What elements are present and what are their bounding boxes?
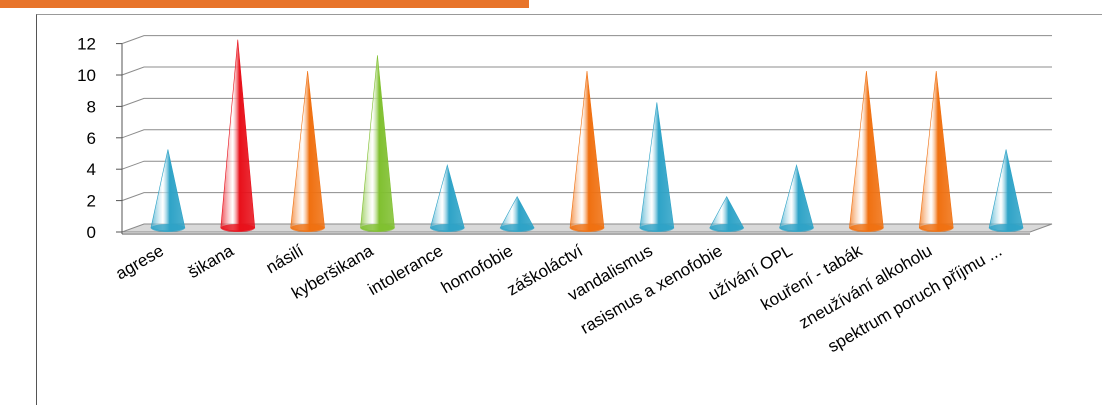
gridline [121,35,1052,45]
cone-base [639,224,674,232]
cone-body [290,70,325,232]
cone-base [570,224,604,232]
top-accent-bar [0,0,1102,8]
cone-base [220,224,255,232]
cone-body [639,102,675,232]
cone-2 [220,39,256,232]
cone-body [569,70,605,232]
gridline [121,66,1052,76]
cone-base [290,224,325,232]
cone-7 [569,70,605,232]
x-tick-label: šikana [185,241,238,282]
gridline [121,160,1052,170]
x-tick-label: homofobie [438,241,516,297]
cone-base [150,224,185,232]
cone-10 [779,164,814,232]
cone-body [220,39,256,232]
cone-body [360,55,395,232]
cone-3 [290,70,325,232]
cone-base [500,224,535,232]
cone-body [150,149,186,232]
x-tick-label: násilí [263,241,307,277]
gridline [121,192,1052,202]
cone-11 [849,70,884,232]
y-tick-label: 2 [87,192,96,211]
cone-body [988,149,1024,232]
cone-13 [988,149,1024,232]
chart-frame [36,14,1102,405]
gridline [121,97,1052,107]
cone-1 [150,149,186,232]
cone-base [709,224,744,232]
cone-body [779,164,814,232]
cone-9 [709,195,745,232]
cone-base [779,224,814,232]
gridline [121,129,1052,139]
y-tick-label: 8 [87,97,96,116]
x-tick-label: agrese [112,241,167,283]
cone-12 [918,70,954,232]
x-tick-label: intolerance [365,241,447,299]
cone-body [918,70,954,232]
cone-base [989,224,1024,232]
cone-6 [499,195,535,232]
cone-4 [360,55,395,232]
cone-base [430,224,465,232]
y-tick-label: 10 [77,66,96,85]
cone-base [849,224,884,232]
y-tick-label: 6 [87,129,96,148]
cone-8 [639,102,675,232]
cone-base [919,224,954,232]
cone-body [849,70,884,232]
y-tick-label: 12 [77,35,96,54]
cone-base [360,224,395,232]
cone-body [429,164,465,232]
y-tick-label: 4 [87,160,96,179]
y-tick-label: 0 [87,223,96,242]
cone-5 [429,164,465,232]
